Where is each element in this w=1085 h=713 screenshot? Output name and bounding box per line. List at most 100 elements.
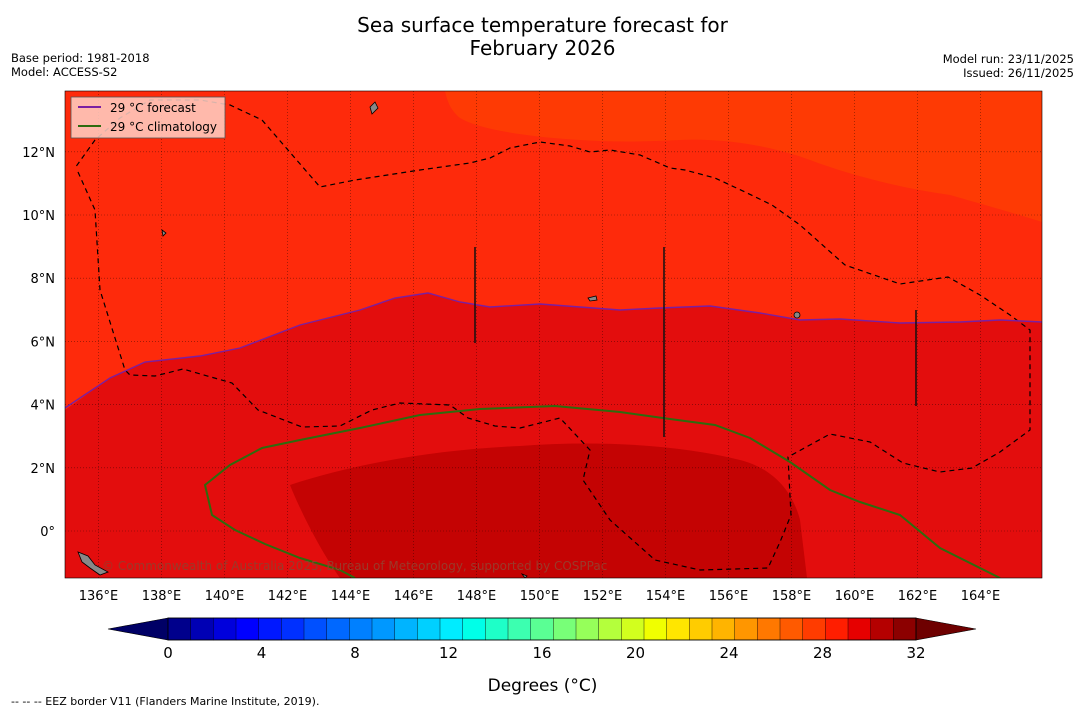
lon-label: 148°E xyxy=(457,589,497,604)
colorbar-segment xyxy=(802,617,826,641)
lat-label: 12°N xyxy=(22,146,55,161)
lon-label: 164°E xyxy=(961,589,1001,604)
island-shape xyxy=(77,551,109,576)
lon-label: 142°E xyxy=(268,589,308,604)
colorbar-tick-label: 28 xyxy=(813,644,832,662)
lon-label: 140°E xyxy=(205,589,245,604)
colorbar-tick-label: 32 xyxy=(906,644,925,662)
model-run: Model run: 23/11/2025 xyxy=(942,52,1074,66)
colorbar-segment xyxy=(371,617,396,641)
lon-label: 156°E xyxy=(709,589,749,604)
title-line-1: Sea surface temperature forecast for xyxy=(357,13,728,37)
colorbar-segment xyxy=(621,617,645,641)
legend-label-climatology: 29 °C climatology xyxy=(110,120,217,134)
title-line-2: February 2026 xyxy=(469,36,616,60)
longitude-labels: 136°E 138°E 140°E 142°E 144°E 146°E 148°E 150°E… xyxy=(79,589,1001,604)
eez-border xyxy=(74,99,1031,571)
base-period: Base period: 1981-2018 xyxy=(11,51,150,65)
colorbar-segment xyxy=(394,617,418,641)
map-frame xyxy=(64,90,1043,579)
colorbar-tick-label: 0 xyxy=(163,644,173,662)
colorbar-over-arrow xyxy=(915,617,977,641)
colorbar-segment xyxy=(870,617,894,641)
lon-label: 152°E xyxy=(583,589,623,604)
colorbar-segment xyxy=(893,617,917,641)
lat-label: 4°N xyxy=(31,399,56,414)
colorbar-segment xyxy=(598,617,622,641)
island-shape xyxy=(369,101,379,115)
colorbar-segment xyxy=(666,617,690,641)
colorbar-segment xyxy=(825,617,849,641)
colorbar-tick-label: 20 xyxy=(626,644,645,662)
island-shape xyxy=(793,311,801,319)
colorbar-tick-label: 24 xyxy=(719,644,738,662)
legend-label-forecast: 29 °C forecast xyxy=(110,101,196,115)
lat-label: 6°N xyxy=(31,335,56,350)
model-name: Model: ACCESS-S2 xyxy=(11,65,118,79)
colorbar-segment xyxy=(281,617,305,641)
lon-label: 162°E xyxy=(898,589,938,604)
lat-label: 0° xyxy=(40,525,55,540)
colorbar-under-arrow xyxy=(107,617,169,641)
colorbar-segment xyxy=(303,617,328,641)
colorbar-label: Degrees (°C) xyxy=(487,676,598,696)
colorbar-segment xyxy=(779,617,804,641)
colorbar-segment xyxy=(643,617,668,641)
colorbar-tick-label: 8 xyxy=(350,644,360,662)
lon-label: 158°E xyxy=(772,589,812,604)
lon-label: 146°E xyxy=(394,589,434,604)
issued-date: Issued: 26/11/2025 xyxy=(963,66,1074,80)
colorbar-segment xyxy=(439,617,464,641)
latitude-labels: 12°N 10°N 8°N 6°N 4°N 2°N 0° xyxy=(22,146,55,540)
colorbar-segment xyxy=(553,617,577,641)
colorbar-segment xyxy=(326,617,350,641)
lon-label: 160°E xyxy=(835,589,875,604)
colorbar-segment xyxy=(847,617,872,641)
colorbar xyxy=(107,617,977,641)
islands xyxy=(77,101,801,578)
colorbar-segment xyxy=(258,617,282,641)
island-shape xyxy=(587,295,598,302)
colorbar-tick-label: 16 xyxy=(532,644,551,662)
climatology-29c-isotherm xyxy=(203,404,1001,578)
lat-label: 2°N xyxy=(31,462,56,477)
colorbar-frame xyxy=(167,617,917,641)
map-area: © Commonwealth of Australia 2025, Bureau… xyxy=(65,91,1042,578)
colorbar-ticks: 0 4 8 12 16 20 24 28 32 xyxy=(163,644,925,662)
colorbar-segment xyxy=(213,617,237,641)
island-shape xyxy=(520,573,528,578)
colorbar-segment xyxy=(235,617,260,641)
lon-label: 144°E xyxy=(331,589,371,604)
colorbar-segment xyxy=(711,617,736,641)
colorbar-segment xyxy=(167,617,192,641)
transect-lines xyxy=(474,247,917,437)
forecast-29c-isotherm xyxy=(65,292,1042,409)
colorbar-segment xyxy=(530,617,554,641)
colorbar-tick-label: 12 xyxy=(439,644,458,662)
lon-label: 154°E xyxy=(646,589,686,604)
graticule xyxy=(65,91,1042,578)
colorbar-tick-label: 4 xyxy=(257,644,267,662)
map-title: Sea surface temperature forecast for Feb… xyxy=(0,14,1085,60)
colorbar-segment xyxy=(190,617,214,641)
colorbar-segment xyxy=(462,617,486,641)
colorbar-segment xyxy=(485,617,509,641)
lat-label: 8°N xyxy=(31,272,56,287)
colorbar-segment xyxy=(417,617,441,641)
eez-footnote: -- -- -- EEZ border V11 (Flanders Marine… xyxy=(11,695,320,708)
copyright-notice: © Commonwealth of Australia 2025, Bureau… xyxy=(102,559,607,573)
model-info: Base period: 1981-2018 Model: ACCESS-S2 xyxy=(11,51,150,79)
colorbar-segment xyxy=(349,617,373,641)
lon-label: 136°E xyxy=(79,589,119,604)
legend-box xyxy=(70,96,226,139)
sst-zone-core xyxy=(290,443,807,578)
sst-zone-upper xyxy=(445,91,1042,222)
lon-label: 150°E xyxy=(520,589,560,604)
colorbar-segment xyxy=(757,617,781,641)
colorbar-segment xyxy=(575,617,600,641)
lon-label: 138°E xyxy=(142,589,182,604)
colorbar-segment xyxy=(734,617,758,641)
island-shape xyxy=(161,229,167,237)
colorbar-segment xyxy=(689,617,713,641)
